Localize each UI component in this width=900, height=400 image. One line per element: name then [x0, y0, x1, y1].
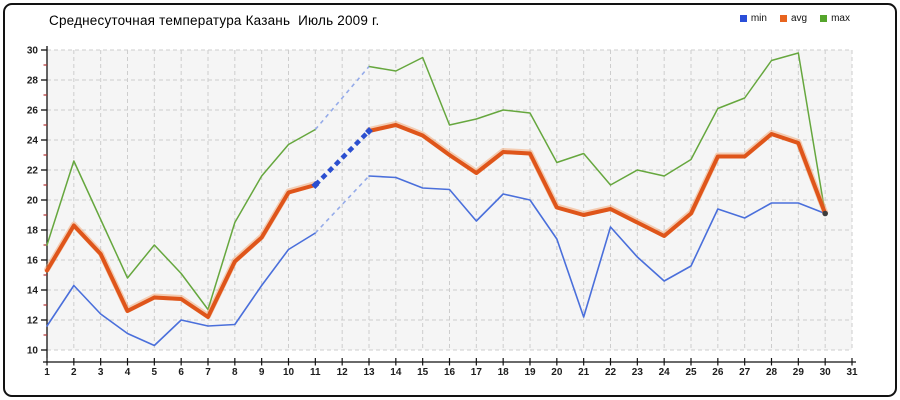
x-tick-label: 22 [605, 367, 617, 378]
x-tick-label: 5 [152, 367, 158, 378]
x-axis-ticks: 1 2 3 4 5 6 7 8 9 10 11 12 13 14 15 16 17 18 19 20 21 22 23 24 2… [44, 358, 858, 378]
y-tick-label: 24 [27, 136, 39, 147]
y-tick-label: 26 [27, 106, 39, 117]
y-tick-label: 20 [27, 196, 39, 207]
legend-item-min: min [739, 13, 767, 24]
series-min [46, 175, 826, 347]
x-tick-label: 6 [178, 367, 184, 378]
x-tick-label: 11 [310, 367, 321, 378]
legend-swatch-min-icon [739, 15, 747, 22]
x-tick-label: 30 [820, 367, 832, 378]
x-tick-label: 19 [524, 367, 536, 378]
series-avg [44, 121, 829, 319]
y-tick-label: 30 [27, 46, 39, 57]
x-tick-label: 4 [125, 367, 131, 378]
x-tick-label: 14 [390, 367, 402, 378]
chart-title: Среднесуточная температура Казань Июль 2… [49, 13, 380, 28]
x-tick-label: 1 [44, 367, 50, 378]
y-tick-label: 16 [27, 256, 39, 267]
y-tick-label: 14 [27, 286, 39, 297]
x-tick-label: 23 [632, 367, 644, 378]
legend-label-min: min [750, 13, 767, 24]
x-tick-label: 26 [712, 367, 724, 378]
x-tick-label: 2 [71, 367, 77, 378]
y-tick-label: 22 [27, 166, 39, 177]
x-tick-label: 7 [205, 367, 211, 378]
y-tick-label: 18 [27, 226, 39, 237]
dashed-highlight-segment [311, 65, 373, 234]
x-tick-label: 13 [363, 367, 375, 378]
x-tick-label: 28 [766, 367, 778, 378]
x-tick-label: 25 [685, 367, 697, 378]
x-tick-label: 29 [793, 367, 805, 378]
legend-item-max: max [820, 13, 850, 24]
x-tick-label: 24 [659, 367, 671, 378]
x-tick-label: 15 [417, 367, 429, 378]
end-point-marker [822, 210, 828, 217]
legend-swatch-avg-icon [779, 15, 787, 22]
x-tick-label: 21 [578, 367, 590, 378]
highlight-endpoint-marker [365, 127, 373, 135]
legend-swatch-max-icon [820, 15, 828, 22]
series-max [46, 52, 826, 311]
legend-label-avg: avg [790, 13, 808, 24]
x-tick-label: 17 [471, 367, 483, 378]
y-axis-ticks: 10 12 14 16 18 20 22 24 26 28 30 [27, 46, 47, 357]
x-tick-label: 16 [444, 367, 456, 378]
x-tick-label: 8 [232, 367, 238, 378]
x-tick-label: 31 [846, 367, 858, 378]
legend-label-max: max [831, 13, 850, 24]
x-tick-label: 20 [551, 367, 563, 378]
y-tick-label: 28 [27, 76, 39, 87]
y-tick-label: 12 [27, 316, 39, 327]
x-tick-label: 9 [259, 367, 265, 378]
x-tick-label: 3 [98, 367, 104, 378]
x-tick-label: 12 [337, 367, 349, 378]
y-tick-label: 10 [27, 346, 39, 357]
x-tick-label: 18 [498, 367, 510, 378]
legend-item-avg: avg [779, 13, 808, 24]
highlight-endpoint-marker [311, 181, 320, 189]
x-tick-label: 27 [739, 367, 751, 378]
legend: min avg max [739, 13, 850, 24]
x-tick-label: 10 [283, 367, 295, 378]
